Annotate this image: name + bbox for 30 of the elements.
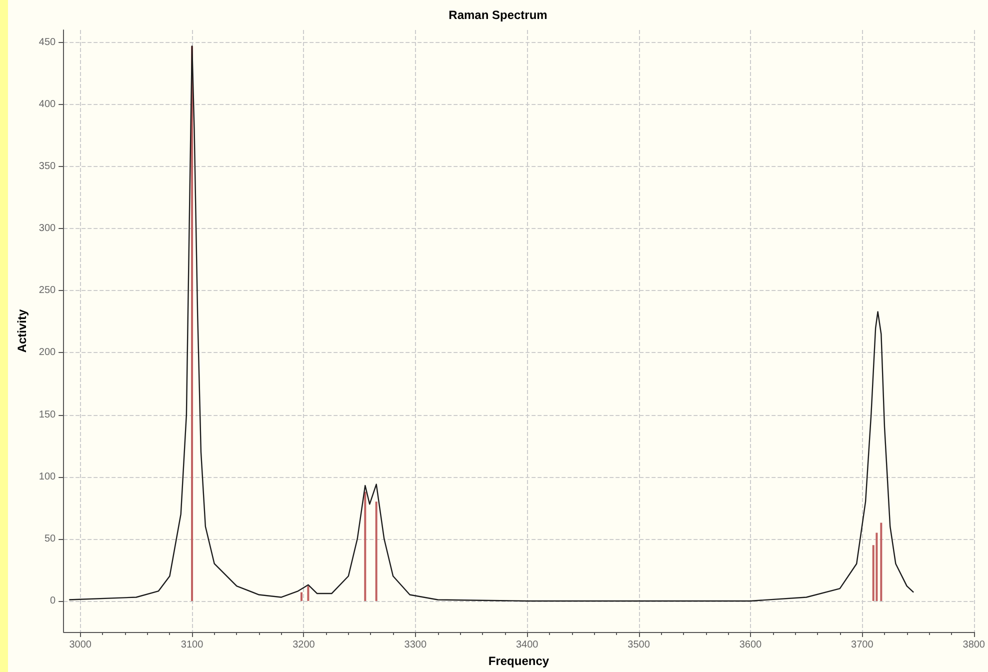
x-tick-label: 3100 (180, 640, 204, 650)
x-tick-label: 3700 (851, 640, 874, 650)
bar (375, 502, 378, 601)
y-tick-label: 200 (38, 347, 56, 358)
y-tick-label: 50 (44, 533, 56, 544)
x-tick-label: 3800 (962, 640, 986, 650)
line-series (68, 46, 914, 602)
bar (191, 46, 194, 601)
x-tick-label: 3600 (739, 640, 762, 650)
bar (880, 522, 882, 601)
y-tick-label: 400 (38, 98, 56, 110)
x-tick-label: 3500 (628, 640, 650, 650)
bar (307, 586, 310, 601)
x-tick-label: 3000 (69, 640, 92, 650)
y-tick-label: 450 (38, 36, 56, 48)
y-tick-label: 150 (38, 409, 56, 420)
y-tick-label: 350 (38, 161, 56, 172)
x-tick-label: 3200 (292, 640, 316, 650)
y-tick-label: 300 (38, 223, 56, 234)
bar (364, 492, 366, 601)
chart-title: Raman Spectrum (448, 8, 548, 22)
x-tick-label: 3300 (404, 640, 427, 650)
y-axis-title: Activity (15, 309, 29, 353)
bar (300, 592, 302, 601)
y-tick-label: 0 (50, 595, 56, 606)
x-axis-title: Frequency (488, 654, 550, 668)
x-tick-label: 3400 (516, 640, 539, 650)
bar (876, 532, 878, 601)
y-tick-label: 100 (38, 471, 56, 482)
y-tick-label: 250 (38, 285, 56, 296)
